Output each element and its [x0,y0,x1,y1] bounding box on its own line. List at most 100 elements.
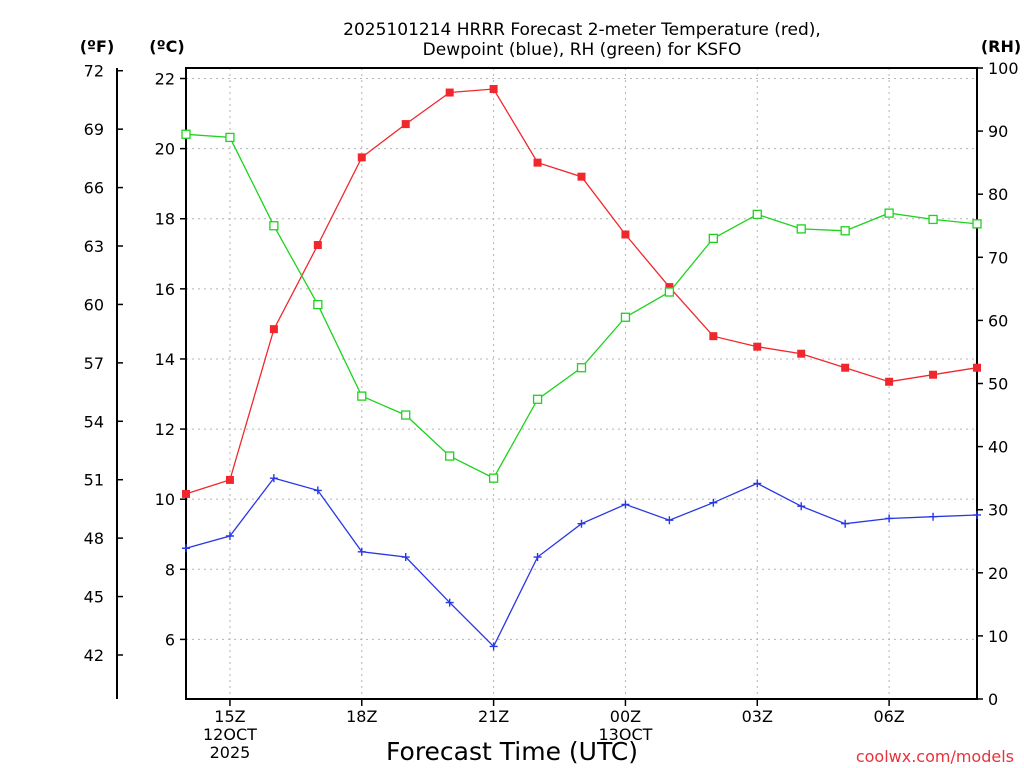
temperature-point-31 [929,370,938,379]
axes [116,67,983,706]
dewpoint-line [185,477,978,648]
series-rh [181,129,982,483]
rh-tick-label-40: 40 [988,438,1008,457]
rh-point-19 [401,410,411,420]
dewpoint-point-19 [401,553,410,562]
fahrenheit-unit-label: (ºF) [80,37,115,56]
temperature-point-20 [445,88,454,97]
dewpoint-point-30 [885,514,894,523]
temperature-point-15 [225,475,234,484]
rh-unit-label: (RH) [981,37,1021,56]
fahrenheit-tick-label-72: 72 [84,62,104,81]
celsius-tick-label-20: 20 [155,140,175,159]
rh-tick-label-0: 0 [988,690,998,709]
rh-point-14 [181,129,191,139]
dewpoint-point-24 [621,500,630,509]
dewpoint-point-15 [225,531,234,540]
temperature-point-16 [269,325,278,334]
temperature-line [185,88,978,495]
fahrenheit-tick-label-45: 45 [84,588,104,607]
temperature-point-25 [665,283,674,292]
fahrenheit-tick-label-54: 54 [84,412,104,431]
rh-point-17 [313,299,323,310]
temperature-point-32 [973,363,981,372]
rh-line [185,133,978,479]
rh-point-24 [620,312,631,322]
temperature-point-19 [401,120,410,129]
fahrenheit-tick-label-57: 57 [84,354,104,373]
celsius-tick-label-18: 18 [155,210,175,229]
x-tick-date-13OCT: 13OCT [598,725,652,744]
x-tick-year-2025: 2025 [210,743,251,762]
temperature-point-22 [533,158,542,167]
dewpoint-point-31 [929,512,938,521]
dewpoint-point-29 [841,519,850,528]
dewpoint-point-23 [577,519,586,528]
x-axis-label: Forecast Time (UTC) [386,737,638,766]
dewpoint-point-20 [445,598,454,607]
fahrenheit-tick-label-42: 42 [84,646,104,665]
rh-point-18 [357,391,367,401]
x-tick-label-00Z: 00Z [610,707,641,726]
x-tick-date-12OCT: 12OCT [203,725,257,744]
dewpoint-point-14 [182,544,190,553]
dewpoint-point-27 [753,479,762,488]
rh-tick-label-90: 90 [988,122,1008,141]
x-tick-label-21Z: 21Z [478,707,509,726]
tick-labels: 6 8 10 12 14 16 18 20 22 42 45 48 51 54 57 60 63 66 69 72 0 1… [84,59,1019,762]
rh-tick-label-70: 70 [988,248,1008,267]
temperature-point-30 [885,377,894,386]
rh-tick-label-60: 60 [988,311,1008,330]
rh-point-16 [269,221,279,231]
fahrenheit-tick-label-66: 66 [84,179,104,198]
rh-point-25 [664,287,675,297]
series-dewpoint [182,474,981,651]
x-tick-label-15Z: 15Z [214,707,245,726]
rh-point-20 [445,451,455,461]
rh-tick-label-100: 100 [988,59,1019,78]
rh-point-30 [884,208,894,218]
temperature-point-28 [797,349,806,358]
temperature-point-26 [709,332,718,341]
celsius-tick-label-12: 12 [155,420,175,439]
series-temperature [182,85,981,498]
rh-point-29 [840,226,850,236]
plot-frame [185,67,978,700]
rh-tick-label-80: 80 [988,185,1008,204]
fahrenheit-tick-label-60: 60 [84,295,104,314]
rh-point-21 [488,473,499,483]
rh-point-31 [928,214,938,225]
data-series [181,85,982,651]
fahrenheit-tick-label-69: 69 [84,120,104,139]
dewpoint-point-16 [269,474,278,483]
rh-point-26 [708,233,718,244]
dewpoint-point-28 [797,502,806,511]
temperature-point-21 [489,85,498,94]
chart-title-line2: Dewpoint (blue), RH (green) for KSFO [423,40,742,60]
rh-point-27 [752,209,762,220]
temperature-point-17 [313,241,322,250]
celsius-tick-label-8: 8 [165,560,175,579]
rh-tick-label-30: 30 [988,501,1008,520]
celsius-unit-label: (ºC) [149,37,184,56]
dewpoint-point-26 [709,498,718,507]
chart-title-line1: 2025101214 HRRR Forecast 2-meter Tempera… [343,20,821,40]
temperature-point-23 [577,172,586,181]
celsius-tick-label-10: 10 [155,490,175,509]
dewpoint-point-25 [665,516,674,525]
dewpoint-point-21 [489,642,498,651]
rh-point-15 [225,132,235,143]
temperature-point-24 [621,230,630,239]
x-tick-label-18Z: 18Z [346,707,377,726]
rh-point-22 [532,394,543,404]
rh-point-28 [796,224,806,234]
temperature-point-14 [182,489,190,498]
rh-point-32 [972,219,982,229]
grid-lines [186,68,977,699]
fahrenheit-tick-label-63: 63 [84,237,104,256]
dewpoint-point-22 [533,553,542,562]
rh-point-23 [576,363,587,373]
rh-tick-label-20: 20 [988,564,1008,583]
temperature-point-27 [753,342,762,351]
